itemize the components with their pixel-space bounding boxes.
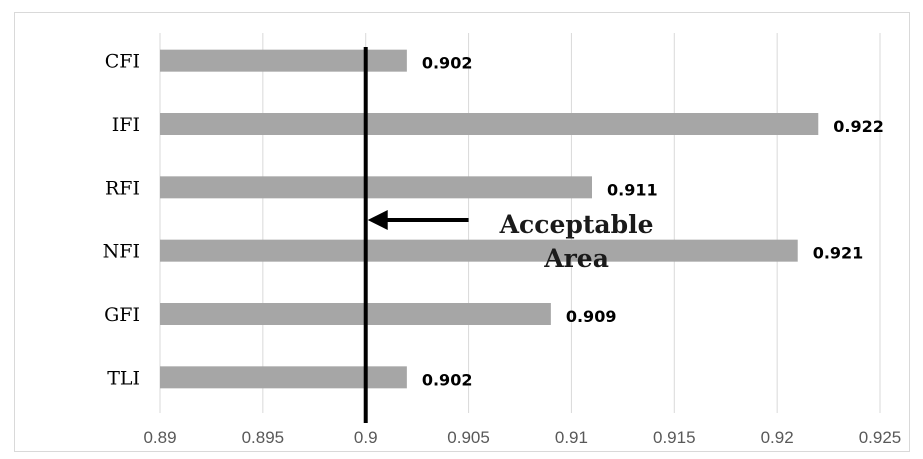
x-tick-label: 0.895 bbox=[242, 428, 285, 447]
bar-cfi bbox=[160, 49, 407, 72]
data-label: 0.911 bbox=[607, 180, 658, 199]
annotation-text: Acceptable bbox=[499, 210, 654, 239]
bar-ifi bbox=[160, 113, 819, 135]
bar-gfi bbox=[160, 303, 551, 325]
x-tick-label: 0.89 bbox=[143, 428, 176, 447]
category-label: CFI bbox=[105, 51, 140, 73]
chart-frame: CFI IFI RFI NFI GFI TLI 0.902 0.922 0.911 0.921 0… bbox=[14, 12, 910, 452]
data-label: 0.902 bbox=[422, 54, 473, 73]
data-labels: 0.902 0.922 0.911 0.921 0.909 0.902 bbox=[422, 54, 884, 390]
category-label: TLI bbox=[107, 367, 140, 389]
x-tick-label: 0.92 bbox=[761, 428, 794, 447]
data-label: 0.922 bbox=[833, 117, 884, 136]
category-label: GFI bbox=[104, 304, 140, 326]
annotation-text: Area bbox=[543, 244, 609, 273]
x-tick-label: 0.91 bbox=[555, 428, 588, 447]
x-tick-label: 0.925 bbox=[859, 428, 902, 447]
category-label: IFI bbox=[112, 114, 140, 136]
x-tick-label: 0.9 bbox=[354, 428, 378, 447]
annotation: Acceptable Area bbox=[363, 47, 654, 423]
arrow-head-icon bbox=[367, 210, 388, 230]
bar-rfi bbox=[160, 176, 592, 199]
x-tick-labels: 0.89 0.895 0.9 0.905 0.91 0.915 0.92 0.925 bbox=[143, 428, 901, 447]
category-labels: CFI IFI RFI NFI GFI TLI bbox=[103, 51, 140, 390]
category-label: NFI bbox=[103, 241, 140, 263]
data-label: 0.921 bbox=[813, 244, 864, 263]
category-label: RFI bbox=[105, 177, 140, 199]
data-label: 0.909 bbox=[566, 307, 617, 326]
bar-nfi bbox=[160, 239, 798, 262]
bars bbox=[160, 49, 819, 389]
x-tick-label: 0.915 bbox=[653, 428, 696, 447]
bar-tli bbox=[160, 366, 407, 389]
x-tick-label: 0.905 bbox=[447, 428, 490, 447]
data-label: 0.902 bbox=[422, 370, 473, 389]
